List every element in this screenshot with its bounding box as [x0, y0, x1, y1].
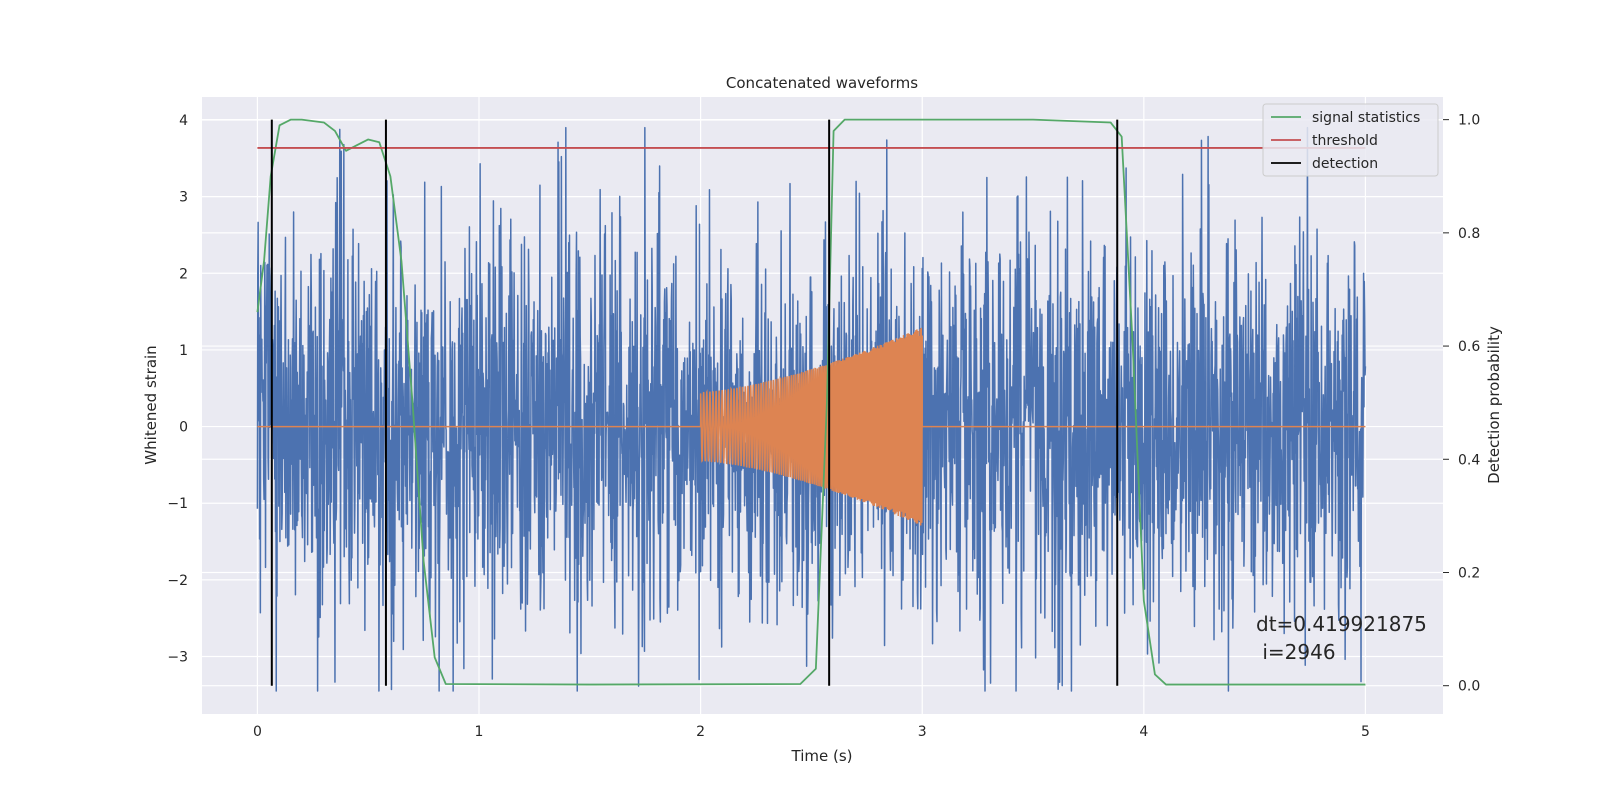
series-layer	[256, 118, 1367, 692]
x-tick-label: 2	[696, 724, 705, 740]
y-tick-label: 0	[179, 420, 188, 436]
y-tick-label: 2	[179, 266, 188, 282]
x-tick-label: 1	[475, 724, 484, 740]
y-tick-label: 3	[179, 190, 188, 206]
y2-tick-label: 1.0	[1458, 113, 1480, 129]
x-tick-label: 3	[918, 724, 927, 740]
y2-tick-label: 0.4	[1458, 452, 1480, 468]
y2-tick-label: 0.0	[1458, 679, 1480, 695]
annotation-i: i=2946	[1256, 640, 1336, 664]
y2-axis-label: Detection probability	[1485, 326, 1503, 484]
y-axis-label: Whitened strain	[142, 345, 160, 464]
x-tick-label: 4	[1139, 724, 1148, 740]
annotation-dt: dt=0.419921875	[1256, 612, 1427, 636]
chart-title: Concatenated waveforms	[726, 74, 918, 92]
y-tick-label: −3	[167, 650, 188, 666]
ticks: 0 1 2 3 4 5 −3 −2 −1 0 1 2 3 4 0.0 0.2 0.4 0.6 0.8 1.0	[167, 113, 1480, 740]
legend: signal statistics threshold detection	[1262, 103, 1439, 177]
series-strain	[256, 126, 1367, 692]
series-waveform	[257, 327, 1366, 526]
legend-box	[1262, 103, 1439, 177]
legend-label-threshold: threshold	[1312, 133, 1378, 149]
x-tick-label: 5	[1361, 724, 1370, 740]
y2-tick-label: 0.6	[1458, 339, 1480, 355]
legend-label-signal-statistics: signal statistics	[1312, 110, 1420, 126]
x-tick-label: 0	[253, 724, 262, 740]
x-axis-label: Time (s)	[791, 747, 853, 765]
y-tick-label: 4	[179, 113, 188, 129]
legend-label-detection: detection	[1312, 156, 1378, 172]
y-tick-label: −1	[167, 496, 188, 512]
y-tick-label: 1	[179, 343, 188, 359]
y2-tick-label: 0.8	[1458, 226, 1480, 242]
y2-tick-label: 0.2	[1458, 565, 1480, 581]
y-tick-label: −2	[167, 573, 188, 589]
